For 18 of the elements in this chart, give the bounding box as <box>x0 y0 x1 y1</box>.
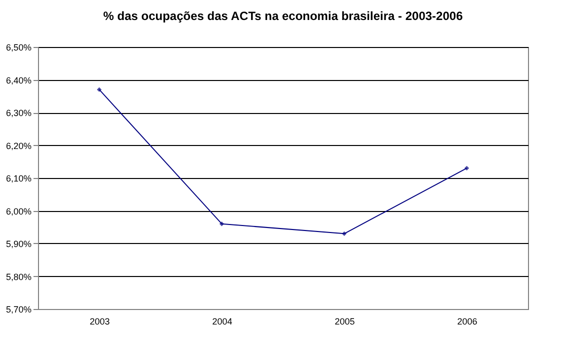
y-tick-label: 6,20% <box>6 140 32 151</box>
y-tick-label: 6,00% <box>6 206 32 216</box>
x-tick-label: 2005 <box>334 316 355 326</box>
point <box>96 87 102 92</box>
point <box>219 222 224 226</box>
y-tick-label: 5,70% <box>6 304 32 314</box>
y-tick-label: 5,80% <box>6 272 32 282</box>
x-tick-label: 2006 <box>457 316 478 326</box>
y-tick-label: 5,90% <box>6 239 32 249</box>
x-tick-label: 2003 <box>90 316 110 326</box>
point <box>464 166 470 171</box>
chart-title: % das ocupações das ACTs na economia brasileira - 2003-2006 <box>103 9 464 23</box>
x-tick-label: 2004 <box>212 316 232 326</box>
y-tick-label: 6,30% <box>6 108 32 118</box>
y-tick-label: 6,10% <box>6 174 32 184</box>
y-tick-label: 6,50% <box>6 42 32 52</box>
point <box>342 231 347 236</box>
y-tick-label: 6,40% <box>6 75 32 86</box>
